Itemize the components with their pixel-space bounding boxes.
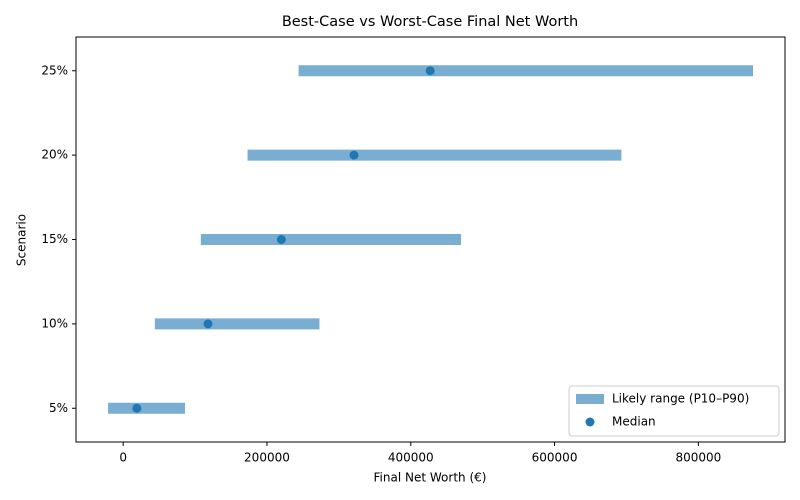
plot-frame	[75, 36, 786, 443]
legend-label: Likely range (P10–P90)	[612, 392, 749, 406]
median-point	[203, 319, 213, 329]
legend-marker	[585, 417, 595, 427]
x-axis-label: Final Net Worth (€)	[374, 471, 487, 485]
x-tick-label: 400000	[388, 451, 434, 465]
y-tick-label: 25%	[41, 63, 68, 77]
median-point	[276, 235, 286, 244]
range-bar	[200, 234, 462, 245]
legend-box	[568, 385, 780, 437]
x-tick-label: 800000	[675, 451, 721, 465]
median-point	[349, 150, 359, 160]
chart-title: Best-Case vs Worst-Case Final Net Worth	[282, 14, 578, 30]
y-tick-label: 10%	[41, 316, 68, 330]
range-bar	[154, 318, 320, 330]
y-tick-label: 15%	[41, 232, 68, 246]
legend-label: Median	[612, 415, 656, 429]
legend-swatch	[576, 394, 604, 404]
median-point	[132, 403, 142, 413]
median-point	[425, 66, 435, 76]
x-tick-label: 0	[119, 451, 127, 465]
range-bar	[298, 65, 754, 77]
x-tick-label: 200000	[244, 451, 290, 465]
range-bar	[247, 149, 622, 161]
range-bar	[108, 402, 185, 414]
y-tick-label: 5%	[49, 401, 68, 415]
y-tick-label: 20%	[41, 148, 68, 162]
y-axis-label: Scenario	[15, 214, 29, 266]
x-tick-label: 600000	[532, 451, 578, 465]
